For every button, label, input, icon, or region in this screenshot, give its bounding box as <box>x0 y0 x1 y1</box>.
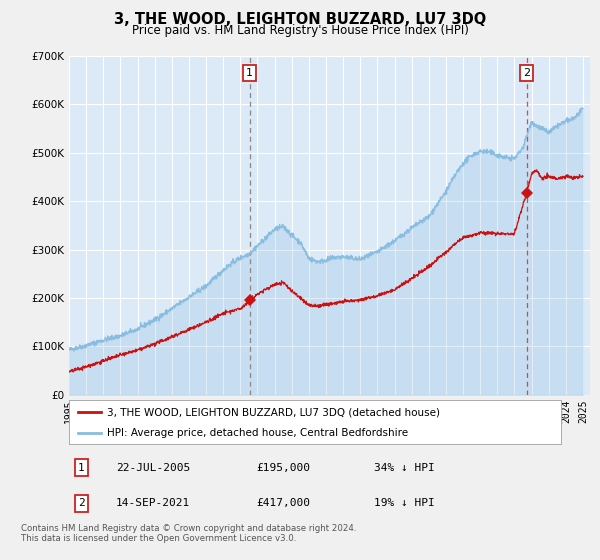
Text: 3, THE WOOD, LEIGHTON BUZZARD, LU7 3DQ (detached house): 3, THE WOOD, LEIGHTON BUZZARD, LU7 3DQ (… <box>107 407 440 417</box>
Text: 1: 1 <box>246 68 253 78</box>
Text: £417,000: £417,000 <box>256 498 310 508</box>
Text: HPI: Average price, detached house, Central Bedfordshire: HPI: Average price, detached house, Cent… <box>107 428 409 437</box>
Text: 2: 2 <box>78 498 85 508</box>
Text: 22-JUL-2005: 22-JUL-2005 <box>116 463 190 473</box>
Text: 34% ↓ HPI: 34% ↓ HPI <box>374 463 435 473</box>
Text: 3, THE WOOD, LEIGHTON BUZZARD, LU7 3DQ: 3, THE WOOD, LEIGHTON BUZZARD, LU7 3DQ <box>114 12 486 27</box>
Text: 19% ↓ HPI: 19% ↓ HPI <box>374 498 435 508</box>
Text: Price paid vs. HM Land Registry's House Price Index (HPI): Price paid vs. HM Land Registry's House … <box>131 24 469 37</box>
Text: Contains HM Land Registry data © Crown copyright and database right 2024.
This d: Contains HM Land Registry data © Crown c… <box>21 524 356 543</box>
Text: 2: 2 <box>523 68 530 78</box>
Text: £195,000: £195,000 <box>256 463 310 473</box>
Text: 14-SEP-2021: 14-SEP-2021 <box>116 498 190 508</box>
Text: 1: 1 <box>78 463 85 473</box>
